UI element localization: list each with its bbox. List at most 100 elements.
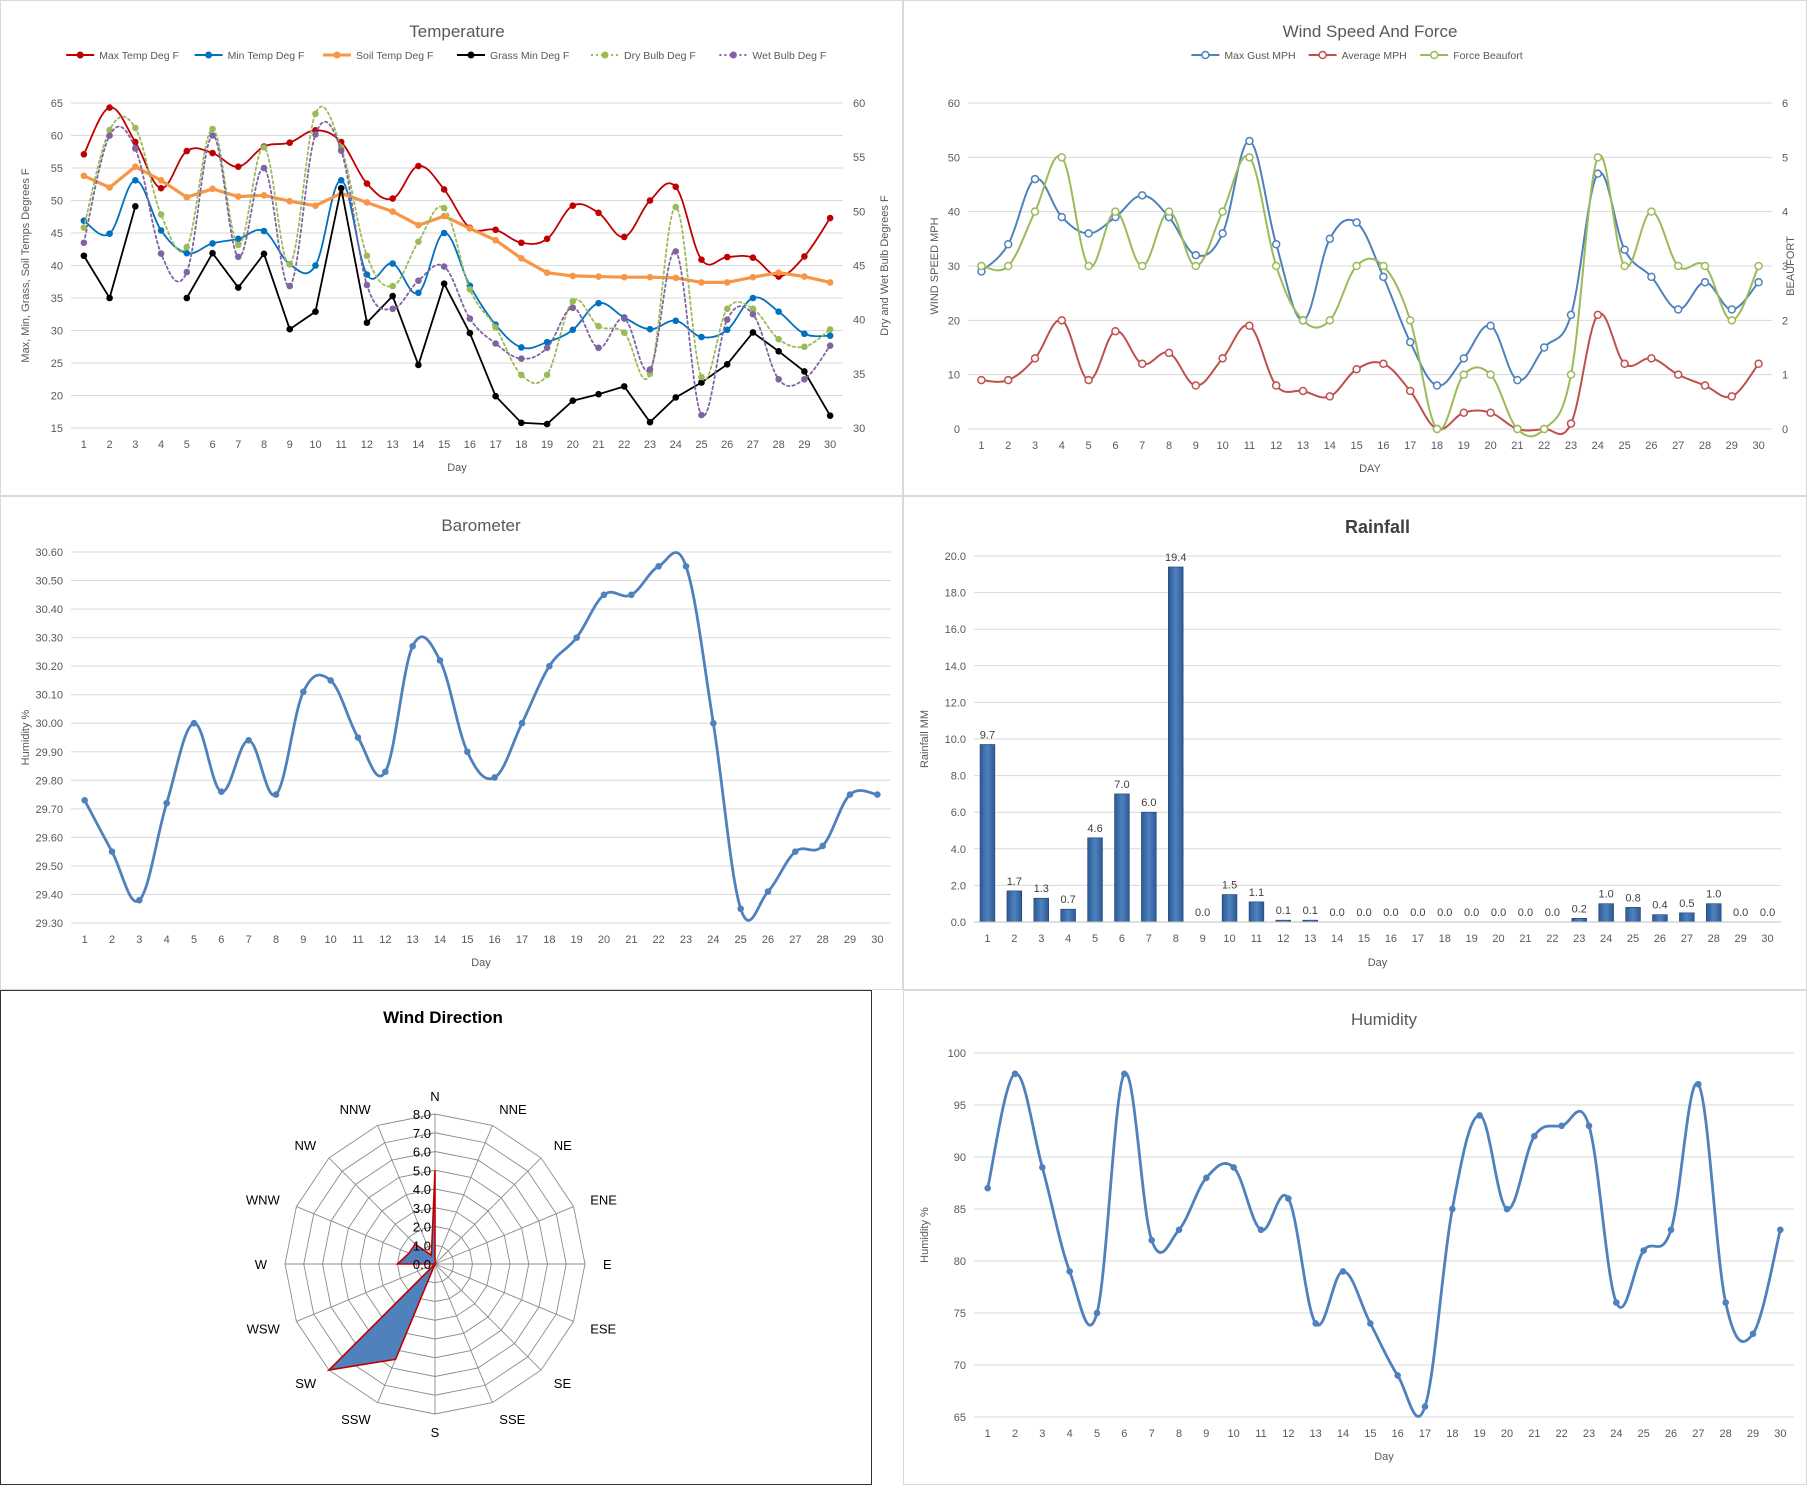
legend-label: Force Beaufort (1453, 50, 1523, 62)
y2-tick-label: 40 (853, 315, 865, 327)
data-point (698, 279, 705, 286)
x-tick-label: 12 (1270, 440, 1282, 452)
y-tick-label: 0.0 (951, 917, 966, 929)
x-tick-label: 2 (1012, 1428, 1018, 1440)
series-average-mph (977, 310, 1763, 436)
data-point (218, 788, 225, 796)
data-point (672, 394, 680, 401)
data-point (1164, 207, 1174, 216)
data-point (260, 227, 268, 235)
data-point (466, 225, 474, 232)
x-tick-label: 15 (461, 934, 473, 946)
y-tick-label: 10 (948, 370, 960, 382)
bar (1114, 793, 1130, 923)
data-point (977, 375, 986, 385)
data-point (157, 184, 165, 192)
data-point (1030, 207, 1040, 216)
x-tick-label: 4 (1059, 440, 1065, 452)
data-point (1352, 364, 1361, 374)
data-point (646, 418, 654, 426)
series-line (980, 154, 1760, 438)
radar-spoke (434, 1263, 542, 1371)
radar-spoke (296, 1263, 436, 1322)
legend-item-max-gust-mph: Max Gust MPH (1191, 50, 1296, 62)
data-point (646, 366, 654, 373)
wind-speed-chart: Wind Speed And Force01020304050600123456… (929, 22, 1797, 475)
x-tick-label: 29 (1747, 1428, 1759, 1440)
x-tick-label: 17 (489, 439, 501, 451)
x-tick-label: 3 (1039, 1428, 1045, 1440)
bar (1006, 890, 1023, 923)
data-point (546, 662, 553, 670)
direction-label: S (431, 1425, 440, 1440)
x-tick-label: 21 (592, 439, 604, 451)
data-point (1137, 359, 1147, 369)
data-point (1121, 1070, 1128, 1078)
data-point (543, 269, 551, 276)
chart-title: Wind Speed And Force (1283, 22, 1458, 41)
data-label: 1.5 (1222, 880, 1237, 892)
x-tick-label: 11 (1251, 933, 1262, 945)
data-point (1476, 1112, 1483, 1119)
x-tick-label: 19 (571, 934, 583, 946)
y-tick-label: 90 (954, 1152, 966, 1164)
data-point (1203, 1174, 1210, 1182)
x-tick-label: 28 (773, 439, 785, 451)
data-point (183, 249, 191, 257)
rainfall-chart: Rainfall0.02.04.06.08.010.012.014.016.01… (919, 517, 1781, 969)
data-label: 0.0 (1545, 907, 1560, 919)
data-point (1257, 1226, 1265, 1234)
y-tick-label: 30.60 (35, 547, 63, 559)
x-tick-label: 13 (387, 439, 399, 451)
data-label: 0.0 (1383, 907, 1398, 919)
data-point (1513, 424, 1522, 434)
x-tick-label: 2 (1005, 440, 1011, 452)
data-point (286, 197, 294, 205)
data-point (826, 412, 834, 419)
x-tick-label: 18 (543, 934, 555, 946)
y-tick-label: 40 (948, 207, 960, 219)
data-point (183, 268, 191, 276)
x-tick-label: 26 (762, 934, 774, 946)
chart-title: Humidity (1351, 1010, 1418, 1029)
y-tick-label: 29.80 (35, 775, 63, 787)
y-tick-label: 45 (51, 228, 63, 240)
data-point (106, 126, 113, 134)
data-point (723, 361, 731, 368)
data-point (1613, 1299, 1620, 1306)
data-point (984, 1184, 991, 1192)
data-point (1727, 392, 1737, 401)
x-tick-label: 16 (1377, 440, 1389, 452)
data-label: 0.1 (1276, 905, 1291, 917)
data-point (874, 791, 881, 798)
data-point (1503, 1205, 1511, 1213)
data-point (363, 281, 371, 289)
legend-label: Soil Temp Deg F (356, 50, 433, 62)
data-point (620, 383, 628, 390)
data-point (646, 325, 654, 333)
data-point (698, 256, 705, 263)
data-point (234, 253, 242, 261)
data-point (234, 235, 242, 243)
legend-item-force-beaufort: Force Beaufort (1420, 50, 1523, 62)
data-point (1531, 1132, 1538, 1140)
x-tick-label: 19 (541, 439, 553, 451)
x-tick-label: 19 (1474, 1428, 1486, 1440)
x-tick-label: 4 (1067, 1428, 1073, 1440)
x-tick-label: 26 (1665, 1428, 1677, 1440)
y-tick-label: 29.50 (35, 861, 63, 873)
x-tick-label: 11 (352, 934, 363, 946)
data-point (1700, 278, 1710, 287)
chart-title: Wind Direction (383, 1008, 503, 1027)
y-tick-label: 95 (954, 1100, 966, 1112)
data-point (132, 203, 139, 210)
x-tick-label: 21 (1519, 933, 1531, 945)
y-tick-label: 16.0 (945, 624, 966, 636)
data-point (1486, 370, 1495, 379)
data-point (595, 273, 602, 280)
data-point (440, 229, 448, 237)
data-label: 0.4 (1652, 900, 1667, 912)
data-point (466, 315, 474, 322)
y-tick-label: 25 (51, 358, 63, 370)
data-point (209, 132, 216, 139)
